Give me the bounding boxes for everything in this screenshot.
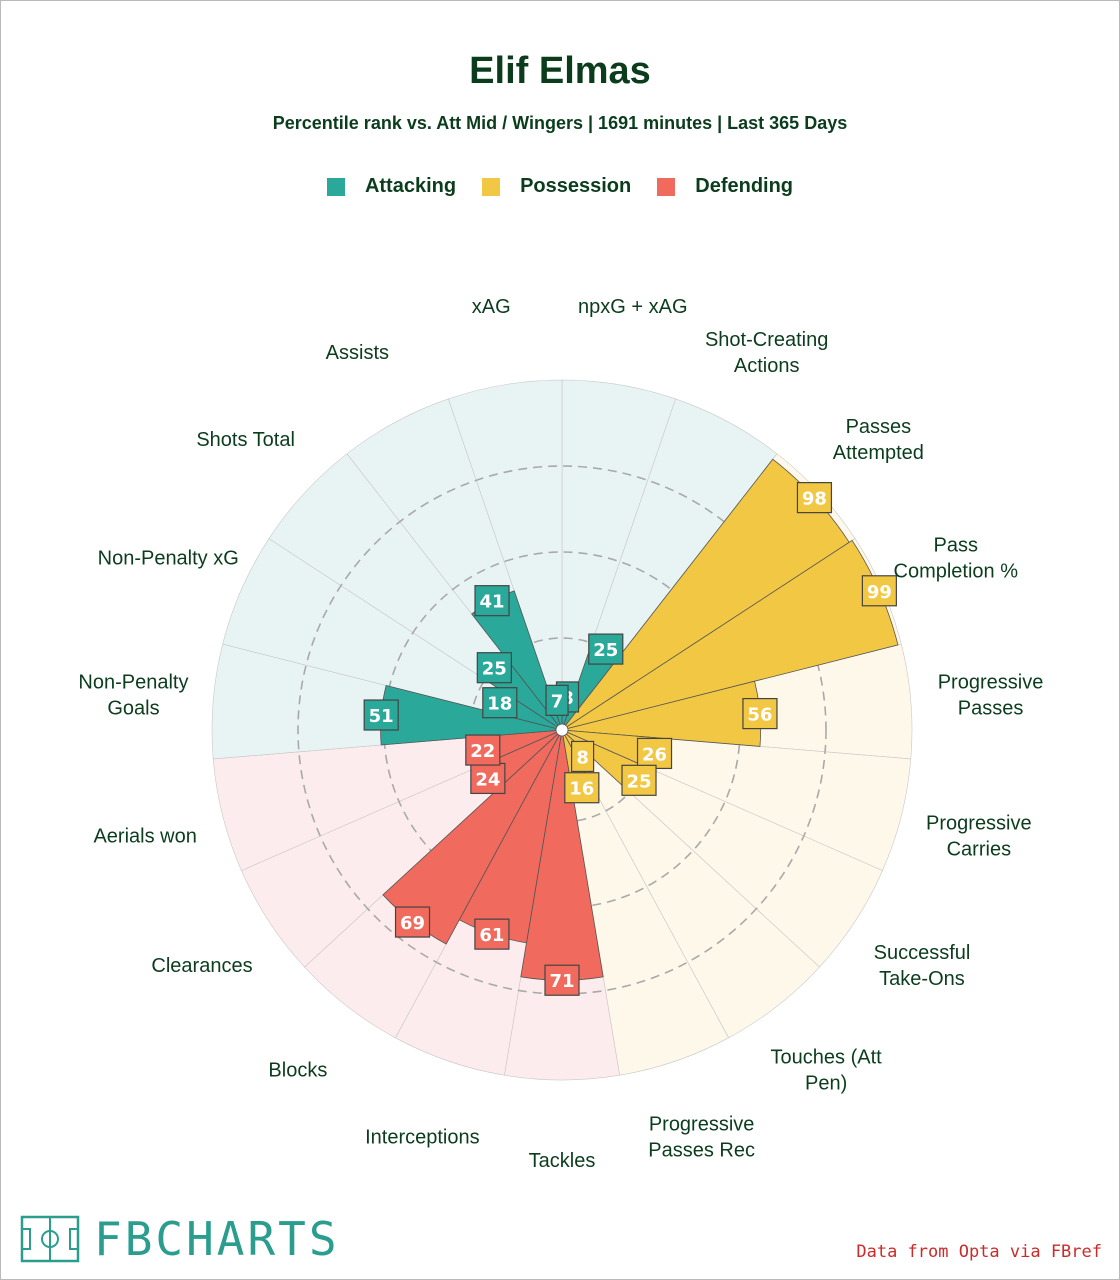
value-box-shot-creating-actions — [588, 633, 624, 665]
category-label-blocks: Blocks — [268, 1059, 327, 1081]
value-label-progressive-carries: 26 — [642, 744, 667, 765]
legend-item-attacking: Attacking — [326, 175, 457, 198]
value-label-aerials-won: 22 — [470, 741, 495, 762]
value-box-tackles — [544, 964, 580, 996]
value-label-assists: 41 — [479, 592, 504, 613]
value-label-non-penalty-goals: 51 — [369, 706, 394, 727]
value-label-tackles: 71 — [549, 971, 574, 992]
legend-item-defending: Defending — [657, 175, 793, 198]
value-box-non-penalty-xg — [482, 687, 518, 719]
legend: Attacking Possession Defending — [0, 175, 1120, 198]
brand-logo: FBCHARTS — [20, 1212, 340, 1266]
value-box-progressive-passes-rec — [564, 772, 600, 804]
value-label-xag: 7 — [551, 691, 564, 712]
value-label-progressive-passes: 56 — [747, 705, 772, 726]
category-label-clearances: Clearances — [151, 955, 252, 977]
bar-blocks — [382, 733, 560, 945]
value-box-non-penalty-goals — [363, 699, 399, 731]
category-label-interceptions: Interceptions — [365, 1127, 480, 1149]
category-label-passes-attempted: Passes Attempted — [833, 416, 924, 464]
data-source: Data from Opta via FBref — [856, 1242, 1102, 1262]
category-label-progressive-passes: Progressive Passes — [938, 671, 1044, 719]
bar-pass-completion — [566, 539, 899, 730]
value-box-pass-completion — [861, 575, 897, 607]
value-box-progressive-passes — [742, 697, 778, 730]
category-label-npxg-xag: npxG + xAG — [578, 296, 688, 318]
value-label-successful-take-ons: 25 — [626, 771, 651, 792]
value-box-assists — [474, 585, 510, 617]
brand-name: FBCHARTS — [94, 1212, 340, 1266]
category-label-tackles: Tackles — [529, 1150, 596, 1172]
category-label-pass-completion: Pass Completion % — [894, 534, 1019, 582]
bar-passes-attempted — [565, 458, 850, 728]
value-label-passes-attempted: 98 — [802, 489, 827, 510]
legend-label-possession: Possession — [520, 175, 632, 197]
value-label-shot-creating-actions: 25 — [593, 640, 618, 661]
value-label-pass-completion: 99 — [867, 582, 892, 603]
legend-label-attacking: Attacking — [364, 175, 457, 197]
value-box-successful-take-ons — [621, 764, 657, 796]
value-box-shots-total — [476, 652, 512, 684]
value-label-interceptions: 61 — [479, 925, 504, 946]
gridline-75 — [297, 465, 827, 995]
legend-swatch-attacking — [326, 177, 345, 196]
category-label-non-penalty-goals: Non-Penalty Goals — [78, 671, 188, 719]
value-label-clearances: 24 — [475, 769, 500, 790]
category-label-progressive-carries: Progressive Carries — [926, 813, 1032, 861]
value-box-progressive-carries — [636, 737, 673, 770]
legend-label-defending: Defending — [695, 175, 794, 197]
value-label-progressive-passes-rec: 16 — [569, 779, 594, 800]
value-box-clearances — [470, 762, 506, 795]
chart-subtitle: Percentile rank vs. Att Mid / Wingers | … — [272, 113, 848, 133]
legend-swatch-defending — [657, 177, 676, 196]
bar-non-penalty-goals — [380, 684, 557, 746]
legend-item-possession: Possession — [482, 175, 631, 198]
value-box-passes-attempted — [796, 482, 833, 514]
pitch-icon — [20, 1215, 80, 1263]
category-label-non-penalty-xg: Non-Penalty xG — [98, 547, 239, 569]
category-label-shot-creating-actions: Shot-Creating Actions — [705, 329, 828, 377]
category-label-touches-att-pen: Touches (Att Pen) — [771, 1046, 883, 1094]
value-box-aerials-won — [465, 734, 501, 766]
category-label-aerials-won: Aerials won — [93, 826, 196, 848]
bar-progressive-passes — [567, 680, 761, 747]
value-box-touches-att-pen — [570, 740, 595, 773]
value-label-touches-att-pen: 8 — [576, 747, 589, 768]
chart-title: Elif Elmas — [469, 50, 651, 92]
value-label-blocks: 69 — [400, 913, 425, 934]
category-label-xag: xAG — [472, 296, 511, 318]
value-box-blocks — [394, 906, 431, 938]
value-label-non-penalty-xg: 18 — [487, 694, 512, 715]
category-label-progressive-passes-rec: Progressive Passes Rec — [648, 1114, 755, 1162]
bar-tackles — [520, 735, 604, 981]
category-label-successful-take-ons: Successful Take-Ons — [874, 942, 971, 990]
value-box-xag — [545, 684, 569, 716]
category-label-shots-total: Shots Total — [196, 429, 295, 451]
legend-swatch-possession — [482, 177, 501, 196]
category-label-assists: Assists — [326, 342, 389, 364]
value-box-interceptions — [474, 918, 510, 950]
value-label-shots-total: 25 — [482, 659, 507, 680]
